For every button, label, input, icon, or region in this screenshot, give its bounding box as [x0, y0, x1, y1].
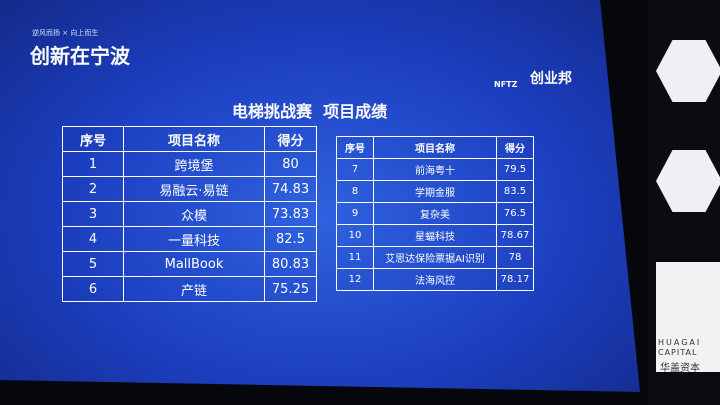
cell: 产链: [123, 276, 265, 302]
cell: 星蝠科技: [373, 224, 497, 247]
cell: 一量科技: [123, 226, 265, 252]
row: 10 星蝠科技 78.67: [336, 224, 534, 247]
cell: 复杂美: [373, 202, 497, 225]
row: 5 MallBook 80.83: [62, 251, 317, 277]
sponsor-line2: CAPITAL: [658, 348, 698, 357]
cell: 76.5: [496, 202, 534, 225]
row: 12 法海风控 78.17: [336, 268, 534, 291]
cell: 艾思达保险票据AI识别: [373, 246, 497, 269]
row: 6 产链 75.25: [62, 276, 317, 302]
tagline: 逆风而扬 × 向上而生: [32, 29, 99, 37]
hex-wall: HUAGAI CAPITAL 华盖资本: [648, 0, 720, 405]
row: 3 众模 73.83: [62, 201, 317, 227]
logo-left: NFTZ: [494, 80, 518, 89]
cell: 9: [336, 202, 374, 225]
column-header: 序号: [62, 126, 124, 152]
logo-right: 创业邦: [530, 71, 572, 87]
cell: 79.5: [496, 158, 534, 181]
hex: [656, 40, 720, 102]
cell: 78.17: [496, 268, 534, 291]
column-header: 得分: [264, 126, 317, 152]
cell: 8: [336, 180, 374, 203]
cell: 12: [336, 268, 374, 291]
column-header: 项目名称: [123, 126, 265, 152]
cell: 80: [264, 151, 317, 177]
sponsor-line1: HUAGAI: [658, 338, 702, 347]
cell: 2: [62, 176, 124, 202]
cell: 6: [62, 276, 124, 302]
title: 电梯挑战赛 项目成绩: [232, 102, 388, 121]
cell: 4: [62, 226, 124, 252]
row: 4 一量科技 82.5: [62, 226, 317, 252]
hex: [656, 262, 720, 372]
row: 7 前海粤十 79.5: [336, 158, 534, 181]
row: 9 复杂美 76.5: [336, 202, 534, 225]
cell: 11: [336, 246, 374, 269]
row: 8 学期金服 83.5: [336, 180, 534, 203]
cell: 前海粤十: [373, 158, 497, 181]
cell: 80.83: [264, 251, 317, 277]
row: 11 艾思达保险票据AI识别 78: [336, 246, 534, 269]
column-header: 序号: [336, 136, 374, 159]
cell: 众模: [123, 201, 265, 227]
cell: 78.67: [496, 224, 534, 247]
row: 1 跨境堡 80: [62, 151, 317, 177]
cell: 83.5: [496, 180, 534, 203]
cell: 易融云·易链: [123, 176, 265, 202]
column-header: 项目名称: [373, 136, 497, 159]
column-header: 得分: [496, 136, 534, 159]
cell: 跨境堡: [123, 151, 265, 177]
cell: 法海风控: [373, 268, 497, 291]
sponsor-line3: 华盖资本: [660, 363, 700, 374]
cell: 5: [62, 251, 124, 277]
cell: 73.83: [264, 201, 317, 227]
score-table: 序号 项目名称 得分 7 前海粤十 79.5 8 学期金服 83.5 9 复杂美 76.5 10 星蝠科技…: [336, 136, 534, 291]
header-row: 序号 项目名称 得分: [336, 136, 534, 159]
cell: 1: [62, 151, 124, 177]
cell: 3: [62, 201, 124, 227]
cell: 学期金服: [373, 180, 497, 203]
cell: 7: [336, 158, 374, 181]
cell: 75.25: [264, 276, 317, 302]
hex: [656, 150, 720, 212]
cell: 10: [336, 224, 374, 247]
header-row: 序号 项目名称 得分: [62, 126, 317, 152]
row: 2 易融云·易链 74.83: [62, 176, 317, 202]
cell: 82.5: [264, 226, 317, 252]
brand: 创新在宁波: [30, 44, 130, 68]
cell: 74.83: [264, 176, 317, 202]
cell: MallBook: [123, 251, 265, 277]
cell: 78: [496, 246, 534, 269]
score-table: 序号 项目名称 得分 1 跨境堡 80 2 易融云·易链 74.83 3 众模 73.83 4 一量科技 8…: [62, 126, 317, 302]
